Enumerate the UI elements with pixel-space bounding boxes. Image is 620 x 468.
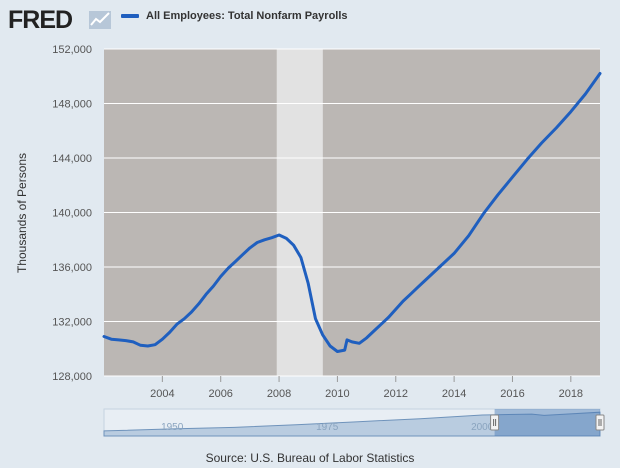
navigator-series xyxy=(103,411,601,437)
y-tick-label: 136,000 xyxy=(52,262,92,274)
navigator-tick-label: 2000 xyxy=(471,422,494,433)
y-tick-label: 152,000 xyxy=(52,44,92,56)
y-axis: 128,000 132,000 136,000 140,000 144,000 148,0… xyxy=(52,44,92,383)
y-tick-label: 140,000 xyxy=(52,208,92,220)
x-tick-label: 2006 xyxy=(208,388,232,400)
gridlines xyxy=(104,48,600,377)
x-axis: 2004 2006 2008 2010 2012 2014 2016 2018 xyxy=(150,376,583,400)
y-tick-label: 132,000 xyxy=(52,317,92,329)
navigator-selected-range[interactable] xyxy=(494,409,600,436)
navigator-tick-label: 1975 xyxy=(316,422,339,433)
y-tick-label: 148,000 xyxy=(52,99,92,111)
legend-label: All Employees: Total Nonfarm Payrolls xyxy=(146,10,348,22)
navigator-handle-right[interactable] xyxy=(595,414,605,431)
series-line-payrolls[interactable] xyxy=(102,72,602,353)
navigator-tick-label: 1950 xyxy=(161,422,184,433)
navigator-handle-left[interactable] xyxy=(490,414,500,431)
source-note: Source: U.S. Bureau of Labor Statistics xyxy=(205,451,415,465)
fred-logo[interactable]: FRED xyxy=(8,6,73,34)
legend-swatch xyxy=(121,14,139,18)
legend[interactable]: All Employees: Total Nonfarm Payrolls xyxy=(121,10,348,22)
x-tick-label: 2018 xyxy=(559,388,583,400)
x-tick-label: 2016 xyxy=(500,388,524,400)
x-tick-label: 2004 xyxy=(150,388,174,400)
x-tick-label: 2014 xyxy=(442,388,466,400)
x-tick-label: 2012 xyxy=(384,388,408,400)
x-tick-label: 2008 xyxy=(267,388,291,400)
x-tick-label: 2010 xyxy=(325,388,349,400)
y-tick-label: 144,000 xyxy=(52,153,92,165)
trend-line-icon xyxy=(89,11,111,29)
y-tick-label: 128,000 xyxy=(52,371,92,383)
y-axis-label: Thousands of Persons xyxy=(15,153,29,273)
range-navigator[interactable]: 1950 1975 2000 xyxy=(103,408,605,437)
